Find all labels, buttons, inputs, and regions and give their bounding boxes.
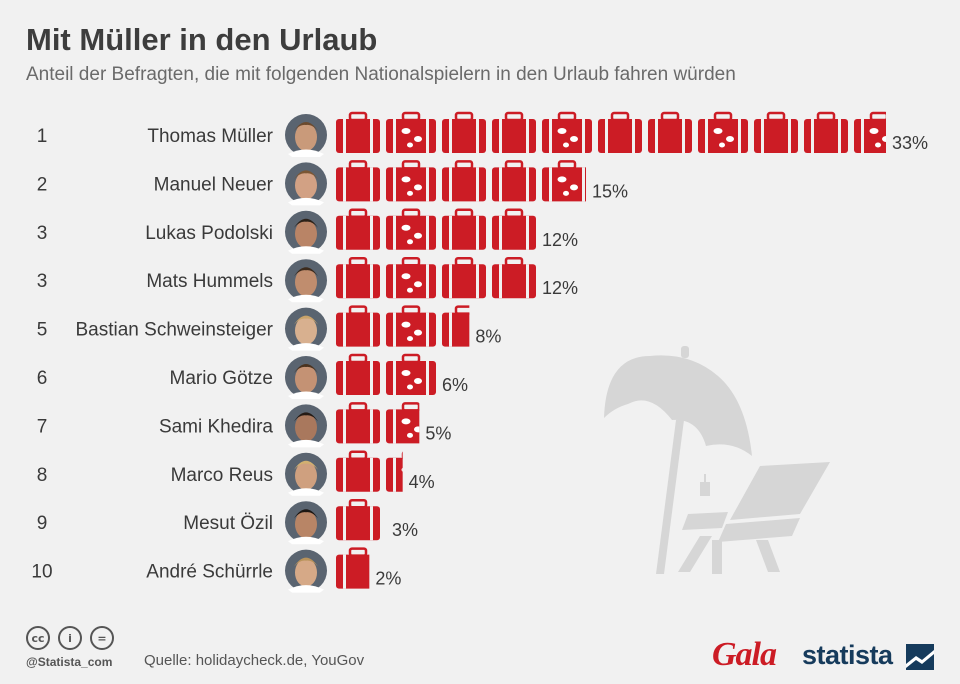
player-avatar xyxy=(285,452,327,496)
player-avatar xyxy=(285,259,327,303)
rank-label: 6 xyxy=(37,368,48,389)
statista-handle[interactable]: @Statista_com xyxy=(26,655,113,669)
rank-label: 8 xyxy=(37,465,48,486)
attribution-icon: i xyxy=(58,626,82,650)
player-avatar xyxy=(285,307,327,351)
chart-row: 2 Manuel Neuer 15% xyxy=(37,160,628,206)
category-label: Mats Hummels xyxy=(146,271,273,292)
beach-umbrella-icon xyxy=(604,346,752,574)
statista-logo[interactable]: statista xyxy=(802,640,893,670)
statista-logo-mark-icon xyxy=(906,644,934,670)
value-label: 8% xyxy=(475,327,501,347)
category-label: Lukas Podolski xyxy=(145,223,273,244)
category-label: Manuel Neuer xyxy=(154,174,274,195)
chart-row: 10 André Schürrle 2% xyxy=(31,547,401,593)
source-note: Quelle: holidaycheck.de, YouGov xyxy=(144,652,365,669)
bar xyxy=(336,402,420,444)
player-avatar xyxy=(285,162,327,206)
bar xyxy=(336,160,586,202)
player-avatar xyxy=(285,356,327,399)
deck-chair-icon xyxy=(678,462,830,574)
license-icons: cc i = xyxy=(26,626,114,650)
bar xyxy=(336,450,403,492)
rank-label: 3 xyxy=(37,223,48,244)
bar xyxy=(336,305,470,347)
category-label: Marco Reus xyxy=(171,465,273,486)
value-label: 12% xyxy=(542,278,578,298)
chart-row: 8 Marco Reus 4% xyxy=(37,450,435,496)
value-label: 4% xyxy=(409,472,435,492)
category-label: André Schürrle xyxy=(146,562,273,583)
value-label: 2% xyxy=(375,569,401,589)
value-label: 12% xyxy=(542,230,578,250)
player-avatar xyxy=(285,549,327,593)
bar xyxy=(336,256,536,299)
noderivs-icon: = xyxy=(90,626,114,650)
category-label: Mario Götze xyxy=(170,368,273,389)
bar xyxy=(336,353,436,395)
chart-row: 7 Sami Khedira 5% xyxy=(37,402,451,448)
chart-row: 3 Lukas Podolski 12% xyxy=(37,208,578,254)
chart-row: 9 Mesut Özil 3% xyxy=(37,498,418,545)
rank-label: 2 xyxy=(37,174,48,195)
value-label: 5% xyxy=(425,423,451,443)
chart-row: 3 Mats Hummels 12% xyxy=(37,256,578,303)
chart-row: 5 Bastian Schweinsteiger 8% xyxy=(37,305,501,351)
category-label: Thomas Müller xyxy=(147,126,273,147)
rank-label: 3 xyxy=(37,271,48,292)
category-label: Bastian Schweinsteiger xyxy=(76,320,274,341)
player-avatar xyxy=(285,114,327,157)
page-title: Mit Müller in den Urlaub xyxy=(26,22,378,57)
player-avatar xyxy=(285,210,327,254)
category-label: Mesut Özil xyxy=(183,513,273,534)
rank-label: 1 xyxy=(37,126,48,147)
rank-label: 7 xyxy=(37,416,48,437)
bar xyxy=(336,208,536,250)
rank-label: 5 xyxy=(37,320,48,341)
value-label: 6% xyxy=(442,375,468,395)
value-label: 3% xyxy=(392,520,418,540)
cc-icon: cc xyxy=(26,626,50,650)
page-subtitle: Anteil der Befragten, die mit folgenden … xyxy=(26,64,736,85)
value-label: 15% xyxy=(592,181,628,201)
bar xyxy=(336,111,886,153)
bar xyxy=(336,498,380,541)
rank-label: 9 xyxy=(37,513,48,534)
category-label: Sami Khedira xyxy=(159,416,273,437)
rank-label: 10 xyxy=(31,562,52,583)
player-avatar xyxy=(285,404,327,448)
player-avatar xyxy=(285,501,327,545)
bar xyxy=(336,547,370,589)
chart-row: 1 Thomas Müller 33% xyxy=(37,111,928,157)
chart-row: 6 Mario Götze 6% xyxy=(37,353,468,399)
gala-logo[interactable]: Gala xyxy=(712,636,777,673)
value-label: 33% xyxy=(892,133,928,153)
